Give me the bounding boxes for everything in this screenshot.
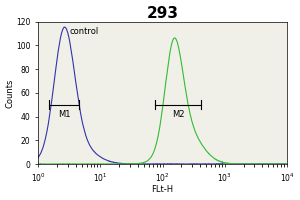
- Y-axis label: Counts: Counts: [6, 78, 15, 108]
- Text: control: control: [69, 27, 98, 36]
- Text: M1: M1: [58, 110, 70, 119]
- X-axis label: FLt-H: FLt-H: [152, 185, 174, 194]
- Text: M2: M2: [172, 110, 184, 119]
- Title: 293: 293: [147, 6, 178, 21]
